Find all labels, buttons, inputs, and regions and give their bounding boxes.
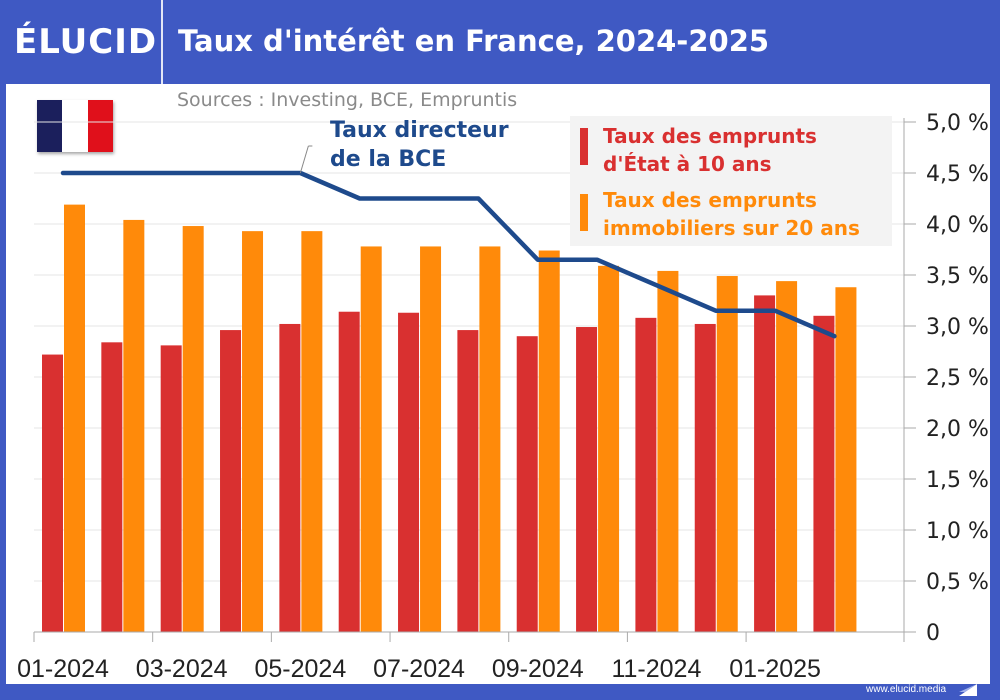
- y-tick-label: 1,5 %: [926, 468, 989, 493]
- elucid-mark-icon: [959, 684, 977, 696]
- bar-mortgage: [301, 231, 323, 632]
- bar-mortgage: [657, 270, 679, 632]
- y-tick-label: 4,0 %: [926, 213, 989, 238]
- y-tick-label: 0,5 %: [926, 570, 989, 595]
- flag-stripe-red: [87, 100, 113, 152]
- bar-government-bond: [160, 345, 182, 632]
- bce-label-line: Taux directeur: [330, 118, 509, 143]
- bar-government-bond: [279, 323, 301, 632]
- bce-line-layer: [60, 145, 837, 339]
- legend-swatch-orange: [580, 194, 588, 231]
- axes: [33, 118, 905, 642]
- legend-line: Taux des emprunts: [603, 124, 817, 148]
- bar-government-bond: [516, 336, 538, 632]
- legend-line: immobiliers sur 20 ans: [603, 216, 860, 240]
- right-border: [990, 84, 1000, 684]
- x-tick-label: 01-2025: [729, 655, 821, 683]
- bce-rate-line: [60, 170, 837, 339]
- x-tick-labels: 01-2024 03-2024 05-2024 07-2024 09-2024 11-20…: [17, 655, 821, 683]
- bar-government-bond: [694, 323, 716, 632]
- bar-mortgage: [479, 246, 501, 632]
- bar-mortgage: [182, 226, 204, 633]
- elucid-logo: ÉLUCID: [14, 22, 158, 62]
- x-tick-label: 07-2024: [373, 655, 465, 683]
- x-tick-label: 05-2024: [254, 655, 346, 683]
- legend-label-mortgage-loans: Taux des emprunts immobiliers sur 20 ans: [603, 186, 860, 242]
- bar-mortgage: [776, 281, 798, 632]
- bce-label-leader: [299, 145, 309, 174]
- bar-government-bond: [576, 327, 598, 632]
- page-title: Taux d'intérêt en France, 2024-2025: [178, 24, 770, 58]
- x-tick-label: 03-2024: [136, 655, 228, 683]
- legend-swatch-red: [580, 128, 588, 165]
- y-tick-labels: 0 0,5 % 1,0 % 1,5 % 2,0 % 2,5 % 3,0 % 3,5 % 4,0 …: [926, 111, 989, 646]
- bar-government-bond: [813, 315, 835, 632]
- y-tick-label: 2,5 %: [926, 366, 989, 391]
- sources-text: Sources : Investing, BCE, Empruntis: [177, 89, 518, 111]
- x-tick-label: 01-2024: [17, 655, 109, 683]
- y-tick-label: 4,5 %: [926, 162, 989, 187]
- bar-mortgage: [420, 246, 442, 632]
- bar-mortgage: [538, 250, 560, 632]
- bar-government-bond: [398, 312, 420, 632]
- flag-stripe-white: [62, 100, 88, 152]
- legend: Taux des emprunts d'État à 10 ans Taux d…: [570, 116, 892, 246]
- bar-mortgage: [835, 287, 857, 632]
- y-tick-label: 0: [926, 621, 940, 646]
- y-tick-label: 3,0 %: [926, 315, 989, 340]
- bar-government-bond: [220, 330, 242, 632]
- bar-mortgage: [716, 276, 738, 632]
- bar-government-bond: [42, 354, 63, 632]
- bar-government-bond: [101, 342, 123, 632]
- y-tick-label: 2,0 %: [926, 417, 989, 442]
- legend-line: d'État à 10 ans: [603, 152, 772, 176]
- bar-government-bond: [338, 311, 360, 632]
- flag-stripe-blue: [37, 100, 63, 152]
- bar-mortgage: [64, 204, 85, 632]
- y-tick-label: 5,0 %: [926, 111, 989, 136]
- header-bar: ÉLUCID Taux d'intérêt en France, 2024-20…: [0, 0, 1000, 84]
- header-divider: [161, 0, 163, 84]
- x-tick-label: 11-2024: [611, 655, 701, 683]
- bar-mortgage: [123, 219, 145, 633]
- bar-government-bond: [457, 330, 479, 632]
- bar-government-bond: [635, 317, 657, 632]
- y-tick-label: 3,5 %: [926, 264, 989, 289]
- bar-government-bond: [754, 295, 776, 632]
- legend-label-government-bonds: Taux des emprunts d'État à 10 ans: [603, 122, 817, 178]
- france-flag-icon: [37, 100, 113, 152]
- bce-label-line: de la BCE: [330, 147, 447, 172]
- x-tick-label: 09-2024: [492, 655, 584, 683]
- y-tick-label: 1,0 %: [926, 519, 989, 544]
- bce-line-label: Taux directeur de la BCE: [330, 116, 509, 174]
- footer-url[interactable]: www.elucid.media: [866, 684, 947, 695]
- legend-line: Taux des emprunts: [603, 188, 817, 212]
- bar-mortgage: [360, 246, 382, 632]
- bar-mortgage: [598, 265, 620, 632]
- bar-mortgage: [242, 231, 264, 632]
- bars: [42, 204, 857, 633]
